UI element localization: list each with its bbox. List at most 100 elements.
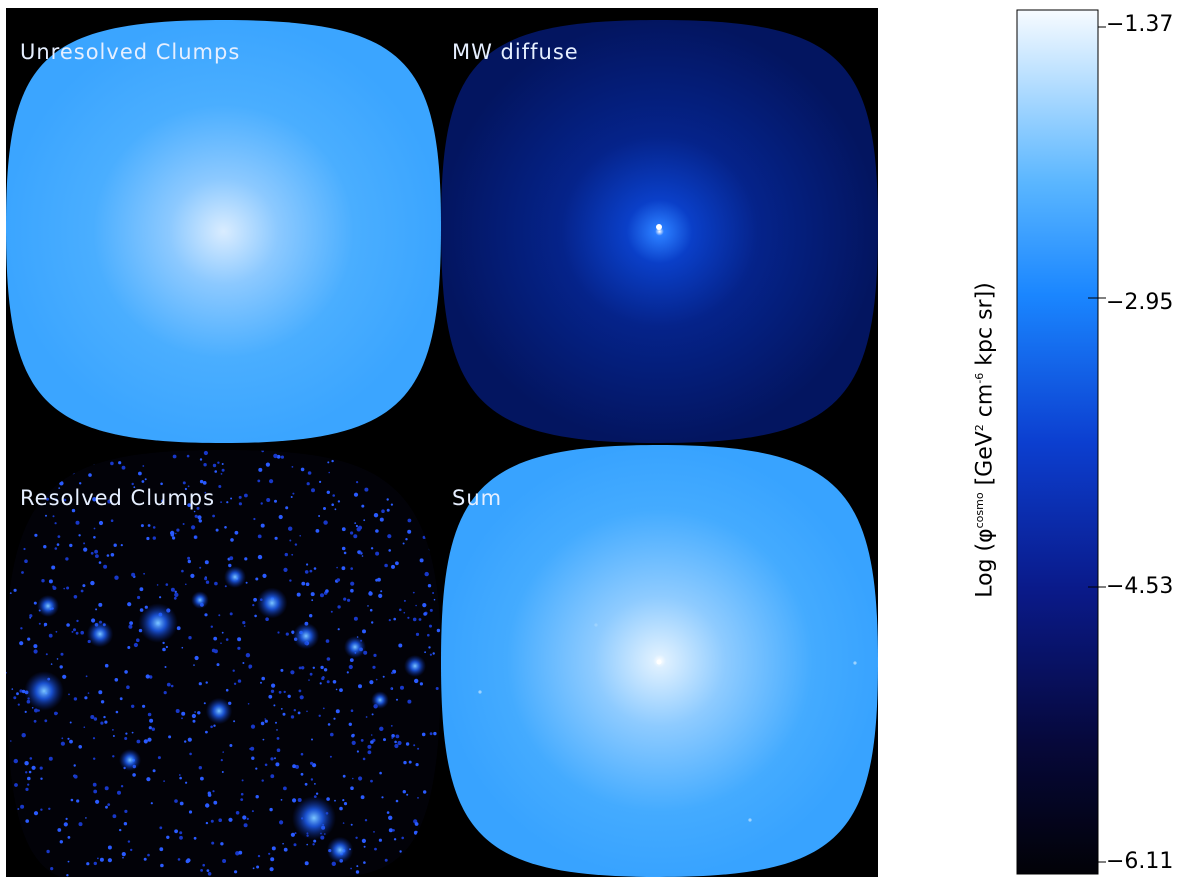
clump-speck xyxy=(213,649,218,654)
clump-speck xyxy=(181,711,186,716)
clump-speck xyxy=(199,458,203,461)
panel-label-resolved-clumps: Resolved Clumps xyxy=(20,486,216,510)
clump-speck xyxy=(274,757,276,760)
clump-speck xyxy=(229,556,234,561)
clump-speck xyxy=(221,631,224,634)
clump-speck xyxy=(48,579,53,584)
clump-speck xyxy=(402,790,406,794)
clump-speck xyxy=(280,668,284,672)
clump-speck xyxy=(45,653,48,656)
clump-speck xyxy=(200,869,204,872)
clump-speck xyxy=(63,822,68,827)
clump-speck xyxy=(415,604,417,607)
clump-speck xyxy=(173,596,177,600)
clump-speck xyxy=(368,591,373,596)
clump-speck xyxy=(353,534,358,539)
clump-speck xyxy=(161,499,164,501)
clump-speck xyxy=(187,503,192,507)
clump-speck xyxy=(83,726,86,728)
clump-speck xyxy=(283,786,287,791)
clump-speck xyxy=(13,588,17,592)
clump-speck xyxy=(298,689,302,693)
clump-speck xyxy=(275,721,277,724)
clump-speck xyxy=(407,518,412,523)
clump-speck xyxy=(152,536,156,540)
clump-speck xyxy=(269,479,274,484)
clump-speck xyxy=(361,504,365,508)
clump-speck xyxy=(381,796,384,799)
clump-speck xyxy=(429,653,432,656)
clump-speck xyxy=(205,821,209,825)
clump-speck xyxy=(367,750,372,755)
clump-speck xyxy=(65,817,68,821)
clump-speck xyxy=(33,649,38,654)
clump-speck xyxy=(200,776,204,781)
clump-speck xyxy=(293,843,297,847)
clump-speck xyxy=(187,556,191,560)
clump-speck xyxy=(146,536,150,541)
clump-speck xyxy=(136,739,141,744)
clump-speck xyxy=(91,618,96,623)
clump-speck xyxy=(98,690,103,695)
clump-speck xyxy=(360,739,364,742)
clump-speck xyxy=(59,481,64,486)
clump-speck xyxy=(58,487,61,489)
clump-speck xyxy=(364,819,368,822)
clump-speck xyxy=(103,715,106,719)
clump-speck xyxy=(225,638,229,641)
unresolved-clumps-map xyxy=(6,20,441,443)
clump-speck xyxy=(70,798,74,802)
clump-speck xyxy=(13,696,17,700)
clump-speck xyxy=(282,842,284,845)
clump-speck xyxy=(276,737,280,740)
clump-speck xyxy=(205,580,210,584)
clump-speck xyxy=(198,519,202,523)
clump-speck xyxy=(326,490,330,494)
clump-speck xyxy=(112,814,117,819)
clump-speck xyxy=(204,560,209,565)
clump-speck xyxy=(191,525,196,530)
clump-speck xyxy=(290,832,295,837)
clump-speck xyxy=(407,616,410,619)
clump-speck xyxy=(86,862,90,866)
clump-speck xyxy=(309,569,313,573)
clump-speck xyxy=(121,852,126,857)
clump-speck xyxy=(186,454,190,458)
clump-speck xyxy=(60,741,65,746)
clump-speck xyxy=(52,586,57,590)
clump-speck xyxy=(429,624,432,628)
clump-speck xyxy=(222,751,224,753)
clump-speck xyxy=(229,612,233,616)
clump-speck xyxy=(301,581,306,586)
clump-speck xyxy=(237,679,242,683)
clump-speck xyxy=(43,622,48,627)
clump-speck xyxy=(39,766,43,770)
clump-speck xyxy=(210,725,213,729)
clump-speck xyxy=(310,761,314,765)
clump-speck xyxy=(59,665,63,669)
clump-speck xyxy=(56,543,60,546)
clump-speck xyxy=(350,786,354,790)
clump-speck xyxy=(73,774,78,779)
clump-speck xyxy=(170,530,175,536)
clump-speck xyxy=(424,651,426,654)
clump-speck xyxy=(224,526,227,529)
clump-speck xyxy=(349,658,354,662)
clump-speck xyxy=(66,586,70,590)
clump-speck xyxy=(312,666,315,669)
clump-speck xyxy=(238,495,242,499)
clump-speck xyxy=(257,854,261,858)
clump-speck xyxy=(240,792,244,796)
clump-speck xyxy=(65,557,69,561)
clump-speck xyxy=(104,786,109,791)
clump-speck xyxy=(56,658,59,660)
clump-speck xyxy=(241,779,244,782)
clump-speck xyxy=(204,613,208,617)
clump-speck xyxy=(104,663,109,668)
clump-speck xyxy=(248,664,253,669)
clump-speck xyxy=(73,628,76,632)
clump-speck xyxy=(142,465,145,467)
clump-speck xyxy=(230,538,234,542)
clump-speck xyxy=(423,612,427,616)
clump-speck xyxy=(54,522,57,525)
